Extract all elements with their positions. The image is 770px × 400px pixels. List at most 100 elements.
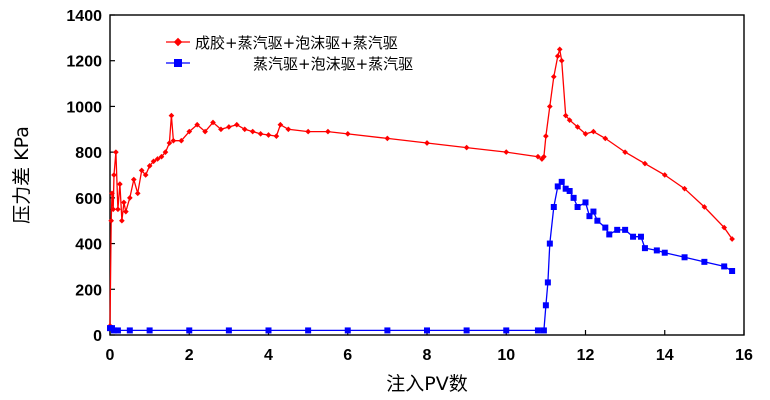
legend-label-series-2: 蒸汽驱+泡沫驱+蒸汽驱 bbox=[253, 55, 413, 73]
x-axis-title: 注入PV数 bbox=[386, 373, 467, 395]
y-tick-label-0: 0 bbox=[93, 328, 102, 345]
legend-marker-series-1 bbox=[173, 37, 183, 47]
y-axis-ticks: 0 200 400 600 800 1000 1200 1400 bbox=[66, 8, 115, 345]
series-1-point-3 bbox=[110, 206, 117, 213]
series-2-point-17 bbox=[542, 302, 549, 309]
series-1-point-32 bbox=[241, 126, 248, 133]
series-2-line bbox=[110, 180, 733, 332]
series-1-point-41 bbox=[344, 131, 351, 137]
legend-marker-series-2 bbox=[174, 59, 182, 67]
series-1-point-5 bbox=[113, 149, 119, 155]
y-tick-label-4: 800 bbox=[75, 145, 102, 162]
series-1-point-10 bbox=[123, 208, 129, 215]
series-1-line bbox=[109, 49, 733, 326]
x-tick-label-8: 16 bbox=[735, 347, 753, 364]
series-2-point-37 bbox=[641, 245, 648, 252]
plot-area bbox=[109, 14, 745, 336]
series-1-point-43 bbox=[424, 140, 430, 146]
series-1-point-45 bbox=[503, 149, 510, 155]
series-1 bbox=[107, 46, 735, 329]
series-1-point-38 bbox=[285, 126, 292, 133]
series-1-point-4 bbox=[111, 172, 117, 178]
y-tick-label-3: 600 bbox=[75, 191, 102, 208]
y-tick-label-2: 400 bbox=[75, 237, 102, 254]
series-1-point-52 bbox=[554, 53, 561, 59]
series-2-point-26 bbox=[574, 204, 581, 210]
series-2-point-36 bbox=[637, 233, 644, 240]
series-2-point-22 bbox=[558, 178, 565, 185]
series-1-point-42 bbox=[384, 135, 391, 142]
x-tick-label-7: 14 bbox=[656, 347, 674, 364]
y-tick-label-7: 1400 bbox=[66, 8, 102, 25]
legend: 成胶+蒸汽驱+泡沫驱+蒸汽驱 蒸汽驱+泡沫驱+蒸汽驱 bbox=[166, 34, 413, 73]
series-2-point-29 bbox=[590, 208, 597, 215]
series-1-point-22 bbox=[168, 112, 175, 119]
series-2-point-6 bbox=[186, 327, 193, 334]
series-1-point-53 bbox=[556, 46, 563, 53]
series-2-point-8 bbox=[265, 327, 272, 334]
series-2-point-27 bbox=[582, 199, 589, 206]
plot-border bbox=[109, 14, 745, 336]
series-2-point-20 bbox=[550, 204, 557, 210]
series-1-point-1 bbox=[108, 217, 115, 224]
series-2-point-13 bbox=[463, 327, 470, 334]
legend-entry-series-2: 蒸汽驱+泡沫驱+蒸汽驱 bbox=[166, 55, 413, 73]
x-tick-label-1: 2 bbox=[185, 347, 194, 364]
series-2-point-18 bbox=[544, 279, 551, 286]
series-1-point-30 bbox=[226, 124, 232, 130]
y-tick-label-5: 1000 bbox=[66, 99, 102, 116]
x-tick-label-2: 4 bbox=[264, 347, 273, 364]
y-tick-label-1: 200 bbox=[75, 282, 102, 299]
series-2-point-3 bbox=[114, 327, 121, 334]
series-1-point-59 bbox=[590, 128, 597, 135]
y-tick-label-6: 1200 bbox=[66, 54, 102, 71]
legend-entry-series-1: 成胶+蒸汽驱+泡沫驱+蒸汽驱 bbox=[166, 34, 398, 52]
series-1-point-39 bbox=[305, 128, 311, 135]
series-2-point-34 bbox=[622, 226, 629, 233]
series-2-point-35 bbox=[630, 233, 637, 240]
series-1-point-61 bbox=[622, 149, 628, 155]
series-2-point-38 bbox=[653, 247, 660, 254]
series-2-point-7 bbox=[225, 327, 232, 334]
series-2-point-5 bbox=[146, 327, 153, 334]
series-1-point-2 bbox=[109, 190, 115, 197]
series-1-point-51 bbox=[550, 73, 557, 80]
y-axis-title: 压力差 KPa bbox=[11, 126, 33, 224]
series-1-point-13 bbox=[134, 190, 141, 197]
series-2-point-9 bbox=[305, 327, 312, 334]
series-1-point-48 bbox=[541, 153, 547, 160]
series-2-point-41 bbox=[701, 258, 708, 265]
series-2-point-4 bbox=[126, 327, 133, 334]
series-2-point-43 bbox=[729, 268, 736, 274]
series-2-point-23 bbox=[562, 185, 569, 192]
series-2-point-19 bbox=[546, 240, 553, 247]
series-1-point-49 bbox=[543, 133, 549, 139]
series-1-point-40 bbox=[325, 128, 331, 135]
series-1-point-36 bbox=[273, 133, 280, 139]
series-1-point-25 bbox=[186, 128, 193, 135]
series-1-point-37 bbox=[277, 121, 284, 128]
series-1-point-11 bbox=[127, 195, 133, 201]
series-1-point-6 bbox=[115, 206, 121, 213]
series-1-point-21 bbox=[166, 140, 173, 146]
series-1-point-33 bbox=[249, 128, 256, 135]
series-2-point-42 bbox=[721, 263, 728, 270]
series-2 bbox=[107, 178, 736, 334]
x-tick-label-3: 6 bbox=[343, 347, 352, 364]
series-1-point-44 bbox=[463, 144, 470, 151]
series-1-point-18 bbox=[154, 156, 161, 162]
series-1-point-34 bbox=[257, 131, 264, 137]
series-2-point-24 bbox=[566, 188, 573, 194]
series-layer bbox=[107, 46, 736, 334]
series-1-point-28 bbox=[210, 119, 216, 126]
series-2-point-39 bbox=[661, 249, 668, 256]
series-1-point-26 bbox=[194, 121, 201, 128]
series-1-point-54 bbox=[558, 57, 565, 64]
series-2-point-12 bbox=[424, 327, 430, 334]
x-tick-label-6: 12 bbox=[577, 347, 595, 364]
series-2-point-25 bbox=[570, 194, 577, 201]
series-1-point-8 bbox=[119, 217, 125, 224]
series-2-point-2 bbox=[110, 327, 117, 334]
series-2-point-15 bbox=[534, 327, 541, 334]
series-2-point-30 bbox=[594, 217, 601, 224]
